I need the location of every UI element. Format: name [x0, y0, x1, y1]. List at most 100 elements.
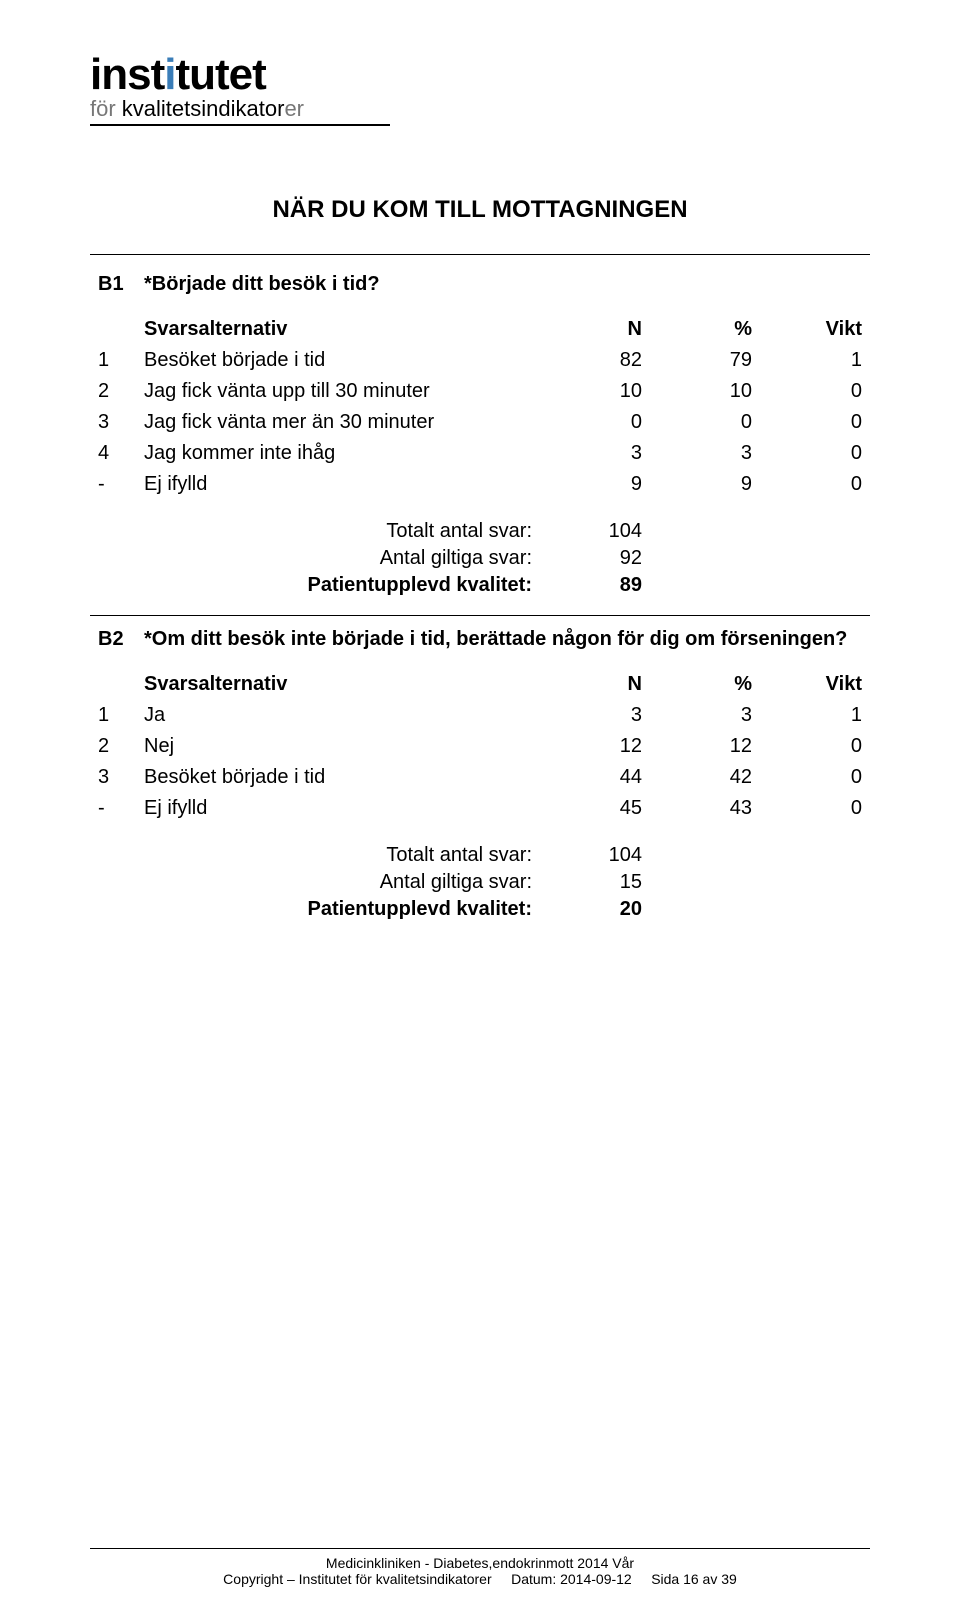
- col-alt: Svarsalternativ: [144, 318, 532, 341]
- col-n: N: [532, 673, 642, 696]
- table-row: 1Besöket började i tid82791: [90, 345, 870, 376]
- summary-value: 89: [532, 574, 642, 597]
- summary-label: Patientupplevd kvalitet:: [98, 898, 532, 921]
- table-row: 2Jag fick vänta upp till 30 minuter10100: [90, 376, 870, 407]
- logo-sub-suffix: er: [284, 96, 304, 121]
- row-n: 9: [532, 473, 642, 496]
- summary-label: Patientupplevd kvalitet:: [98, 574, 532, 597]
- row-n: 3: [532, 442, 642, 465]
- question-text: *Började ditt besök i tid?: [144, 273, 862, 296]
- table-row: -Ej ifylld45430: [90, 793, 870, 824]
- table-row: 2Nej12120: [90, 731, 870, 762]
- section-title: NÄR DU KOM TILL MOTTAGNINGEN: [90, 196, 870, 224]
- row-label: Besöket började i tid: [144, 349, 532, 372]
- summary-total: Totalt antal svar: 104: [90, 842, 870, 869]
- question-number: B1: [98, 273, 144, 296]
- row-n: 44: [532, 766, 642, 789]
- col-vikt: Vikt: [752, 673, 862, 696]
- row-n: 3: [532, 704, 642, 727]
- row-index: 2: [98, 735, 144, 758]
- col-vikt: Vikt: [752, 318, 862, 341]
- col-alt: Svarsalternativ: [144, 673, 532, 696]
- table-header: Svarsalternativ N % Vikt: [90, 314, 870, 345]
- summary-valid: Antal giltiga svar: 92: [90, 545, 870, 572]
- logo-dot-icon: i: [164, 50, 175, 99]
- row-label: Ja: [144, 704, 532, 727]
- col-pct: %: [642, 318, 752, 341]
- row-vikt: 1: [752, 704, 862, 727]
- row-index: 3: [98, 411, 144, 434]
- question-b2-table: Svarsalternativ N % Vikt 1Ja3312Nej12120…: [90, 669, 870, 824]
- summary-label: Totalt antal svar:: [98, 844, 532, 867]
- row-pct: 3: [642, 442, 752, 465]
- footer-line1: Medicinkliniken - Diabetes,endokrinmott …: [90, 1555, 870, 1571]
- col-n: N: [532, 318, 642, 341]
- row-vikt: 0: [752, 380, 862, 403]
- logo-line2: för kvalitetsindikatorer: [90, 96, 870, 122]
- row-label: Jag kommer inte ihåg: [144, 442, 532, 465]
- row-pct: 79: [642, 349, 752, 372]
- divider: [90, 254, 870, 255]
- logo: institutet för kvalitetsindikatorer: [90, 50, 870, 126]
- logo-sub-prefix: för: [90, 96, 122, 121]
- row-pct: 12: [642, 735, 752, 758]
- row-pct: 42: [642, 766, 752, 789]
- row-vikt: 0: [752, 411, 862, 434]
- col-pct: %: [642, 673, 752, 696]
- summary-quality: Patientupplevd kvalitet: 20: [90, 896, 870, 923]
- row-vikt: 0: [752, 735, 862, 758]
- logo-text-b: tutet: [175, 50, 265, 99]
- row-vikt: 1: [752, 349, 862, 372]
- table-row: 1Ja331: [90, 700, 870, 731]
- footer-copyright: Copyright – Institutet för kvalitetsindi…: [223, 1571, 491, 1587]
- question-b2-summary: Totalt antal svar: 104 Antal giltiga sva…: [90, 842, 870, 923]
- question-b1-summary: Totalt antal svar: 104 Antal giltiga sva…: [90, 518, 870, 599]
- logo-line1: institutet: [90, 50, 870, 100]
- summary-value: 15: [532, 871, 642, 894]
- summary-value: 104: [532, 844, 642, 867]
- footer-date: Datum: 2014-09-12: [511, 1571, 632, 1587]
- logo-underline: [90, 124, 390, 126]
- row-pct: 3: [642, 704, 752, 727]
- row-index: 4: [98, 442, 144, 465]
- row-pct: 10: [642, 380, 752, 403]
- divider: [90, 615, 870, 616]
- row-label: Jag fick vänta mer än 30 minuter: [144, 411, 532, 434]
- summary-label: Totalt antal svar:: [98, 520, 532, 543]
- row-index: -: [98, 797, 144, 820]
- summary-label: Antal giltiga svar:: [98, 547, 532, 570]
- row-index: -: [98, 473, 144, 496]
- row-label: Besöket började i tid: [144, 766, 532, 789]
- footer-line2: Copyright – Institutet för kvalitetsindi…: [90, 1571, 870, 1587]
- logo-sub-main: kvalitetsindikator: [122, 96, 285, 121]
- page: institutet för kvalitetsindikatorer NÄR …: [0, 0, 960, 1617]
- row-label: Nej: [144, 735, 532, 758]
- summary-valid: Antal giltiga svar: 15: [90, 869, 870, 896]
- question-text: *Om ditt besök inte började i tid, berät…: [144, 628, 862, 651]
- row-index: 2: [98, 380, 144, 403]
- summary-label: Antal giltiga svar:: [98, 871, 532, 894]
- footer-divider: [90, 1548, 870, 1549]
- row-label: Jag fick vänta upp till 30 minuter: [144, 380, 532, 403]
- logo-text-a: inst: [90, 50, 164, 99]
- row-vikt: 0: [752, 797, 862, 820]
- page-footer: Medicinkliniken - Diabetes,endokrinmott …: [90, 1548, 870, 1587]
- summary-total: Totalt antal svar: 104: [90, 518, 870, 545]
- table-header: Svarsalternativ N % Vikt: [90, 669, 870, 700]
- table-row: 4Jag kommer inte ihåg330: [90, 438, 870, 469]
- row-vikt: 0: [752, 442, 862, 465]
- row-pct: 0: [642, 411, 752, 434]
- row-vikt: 0: [752, 766, 862, 789]
- footer-page: Sida 16 av 39: [651, 1571, 737, 1587]
- table-row: 3Jag fick vänta mer än 30 minuter000: [90, 407, 870, 438]
- summary-value: 20: [532, 898, 642, 921]
- row-n: 12: [532, 735, 642, 758]
- row-n: 45: [532, 797, 642, 820]
- table-row: 3Besöket började i tid44420: [90, 762, 870, 793]
- question-number: B2: [98, 628, 144, 651]
- row-index: 1: [98, 349, 144, 372]
- row-label: Ej ifylld: [144, 473, 532, 496]
- row-n: 0: [532, 411, 642, 434]
- row-pct: 9: [642, 473, 752, 496]
- row-pct: 43: [642, 797, 752, 820]
